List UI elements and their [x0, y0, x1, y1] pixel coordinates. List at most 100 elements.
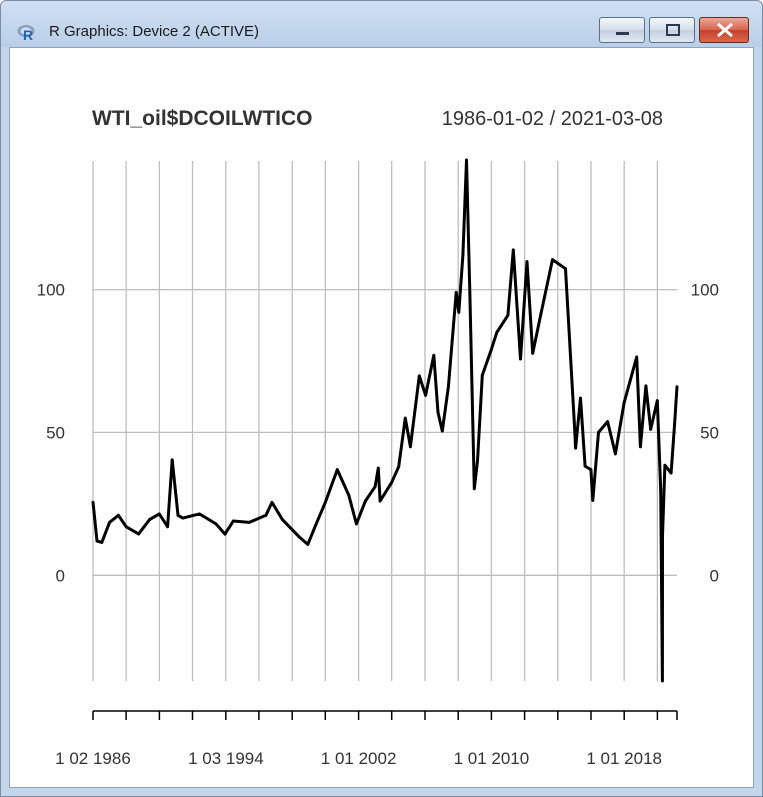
- data-point: [409, 445, 412, 449]
- y-tick-label-right: 50: [700, 423, 719, 442]
- data-point: [531, 351, 535, 355]
- data-point: [673, 422, 676, 426]
- x-tick-label: 1 01 2010: [454, 749, 530, 768]
- data-point: [247, 521, 251, 524]
- y-tick-label-left: 0: [56, 566, 65, 585]
- data-point: [264, 513, 268, 517]
- data-point: [432, 353, 436, 357]
- data-point: [314, 523, 317, 527]
- data-point: [675, 385, 679, 389]
- date-range-label: 1986-01-02 / 2021-03-08: [442, 108, 663, 130]
- data-point: [117, 513, 120, 517]
- data-point: [198, 512, 201, 516]
- data-point: [659, 488, 663, 491]
- data-point: [100, 541, 104, 544]
- data-point: [644, 384, 648, 388]
- series-group: [91, 158, 679, 683]
- data-point: [669, 471, 673, 475]
- data-point: [270, 501, 274, 504]
- data-point: [454, 291, 458, 294]
- y-tick-label-left: 100: [37, 281, 65, 300]
- data-point: [108, 521, 111, 524]
- y-tick-label-right: 0: [710, 566, 719, 585]
- data-point: [574, 446, 577, 450]
- data-point: [436, 411, 440, 414]
- data-point: [424, 393, 427, 397]
- data-point: [551, 258, 554, 261]
- x-tick-label: 1 02 1986: [55, 749, 131, 768]
- data-point: [461, 253, 465, 257]
- data-point: [489, 348, 493, 351]
- data-point: [468, 293, 472, 297]
- data-point: [214, 522, 218, 526]
- data-point: [614, 452, 617, 456]
- maximize-button[interactable]: [649, 17, 695, 43]
- data-point: [323, 501, 327, 504]
- x-tick-label: 1 01 2002: [321, 749, 397, 768]
- data-point: [176, 513, 180, 517]
- data-point: [166, 525, 170, 529]
- minimize-icon: [616, 32, 629, 35]
- y-tick-label-right: 100: [691, 281, 719, 300]
- minimize-button[interactable]: [599, 17, 645, 43]
- data-point: [157, 512, 161, 516]
- data-point: [476, 459, 479, 463]
- data-point: [519, 357, 522, 361]
- close-icon: [717, 22, 733, 38]
- data-point: [231, 519, 235, 523]
- x-tick-label: 1 03 1994: [188, 749, 264, 768]
- r-logo-icon: R: [17, 25, 35, 41]
- data-point: [355, 522, 358, 526]
- svg-text:R: R: [23, 27, 33, 41]
- data-point: [403, 416, 407, 420]
- data-point: [606, 420, 609, 423]
- data-point: [589, 468, 593, 471]
- y-tick-labels: 0 0 50 50 100 100: [37, 281, 719, 586]
- data-point: [597, 431, 600, 434]
- data-point: [480, 373, 484, 377]
- data-point: [495, 331, 499, 334]
- data-point: [539, 311, 543, 315]
- data-point: [297, 535, 301, 539]
- title-bar[interactable]: R R Graphics: Device 2 (ACTIVE): [1, 1, 762, 47]
- data-point: [148, 518, 152, 521]
- data-point: [661, 534, 664, 538]
- data-point: [506, 313, 510, 317]
- data-point: [347, 493, 351, 497]
- data-point: [223, 532, 227, 536]
- data-point: [137, 532, 140, 536]
- plot-canvas: 0 0 50 50 100 100 1 02 1986 1 03 1994 1 01 2002…: [9, 47, 754, 788]
- data-point: [306, 543, 310, 546]
- data-point: [511, 248, 515, 252]
- data-point: [335, 468, 339, 471]
- data-point: [378, 499, 382, 503]
- data-point: [465, 158, 468, 162]
- data-point: [572, 421, 576, 424]
- data-point: [95, 539, 99, 543]
- data-point: [655, 399, 659, 403]
- data-point: [364, 499, 367, 503]
- data-point: [447, 385, 450, 389]
- data-point: [661, 679, 664, 683]
- data-point: [591, 499, 595, 502]
- x-axis: 1 02 1986 1 03 1994 1 01 2002 1 01 2010 1 01…: [55, 710, 678, 768]
- x-tick-label: 1 01 2018: [586, 749, 662, 768]
- data-point: [390, 481, 394, 484]
- data-point: [281, 518, 284, 521]
- data-point: [417, 374, 421, 378]
- maximize-icon: [666, 24, 680, 36]
- data-point: [525, 260, 529, 263]
- data-point: [579, 396, 582, 400]
- series-line: [91, 158, 679, 683]
- data-point: [373, 485, 377, 489]
- data-point: [649, 427, 653, 431]
- data-point: [124, 525, 128, 529]
- data-point: [457, 311, 461, 314]
- close-button[interactable]: [699, 17, 749, 43]
- data-point: [91, 500, 95, 504]
- data-point: [181, 516, 185, 520]
- data-point: [622, 401, 626, 405]
- grid-lines: [92, 161, 677, 681]
- chart-title: WTI_oil$DCOILWTICO: [92, 107, 313, 130]
